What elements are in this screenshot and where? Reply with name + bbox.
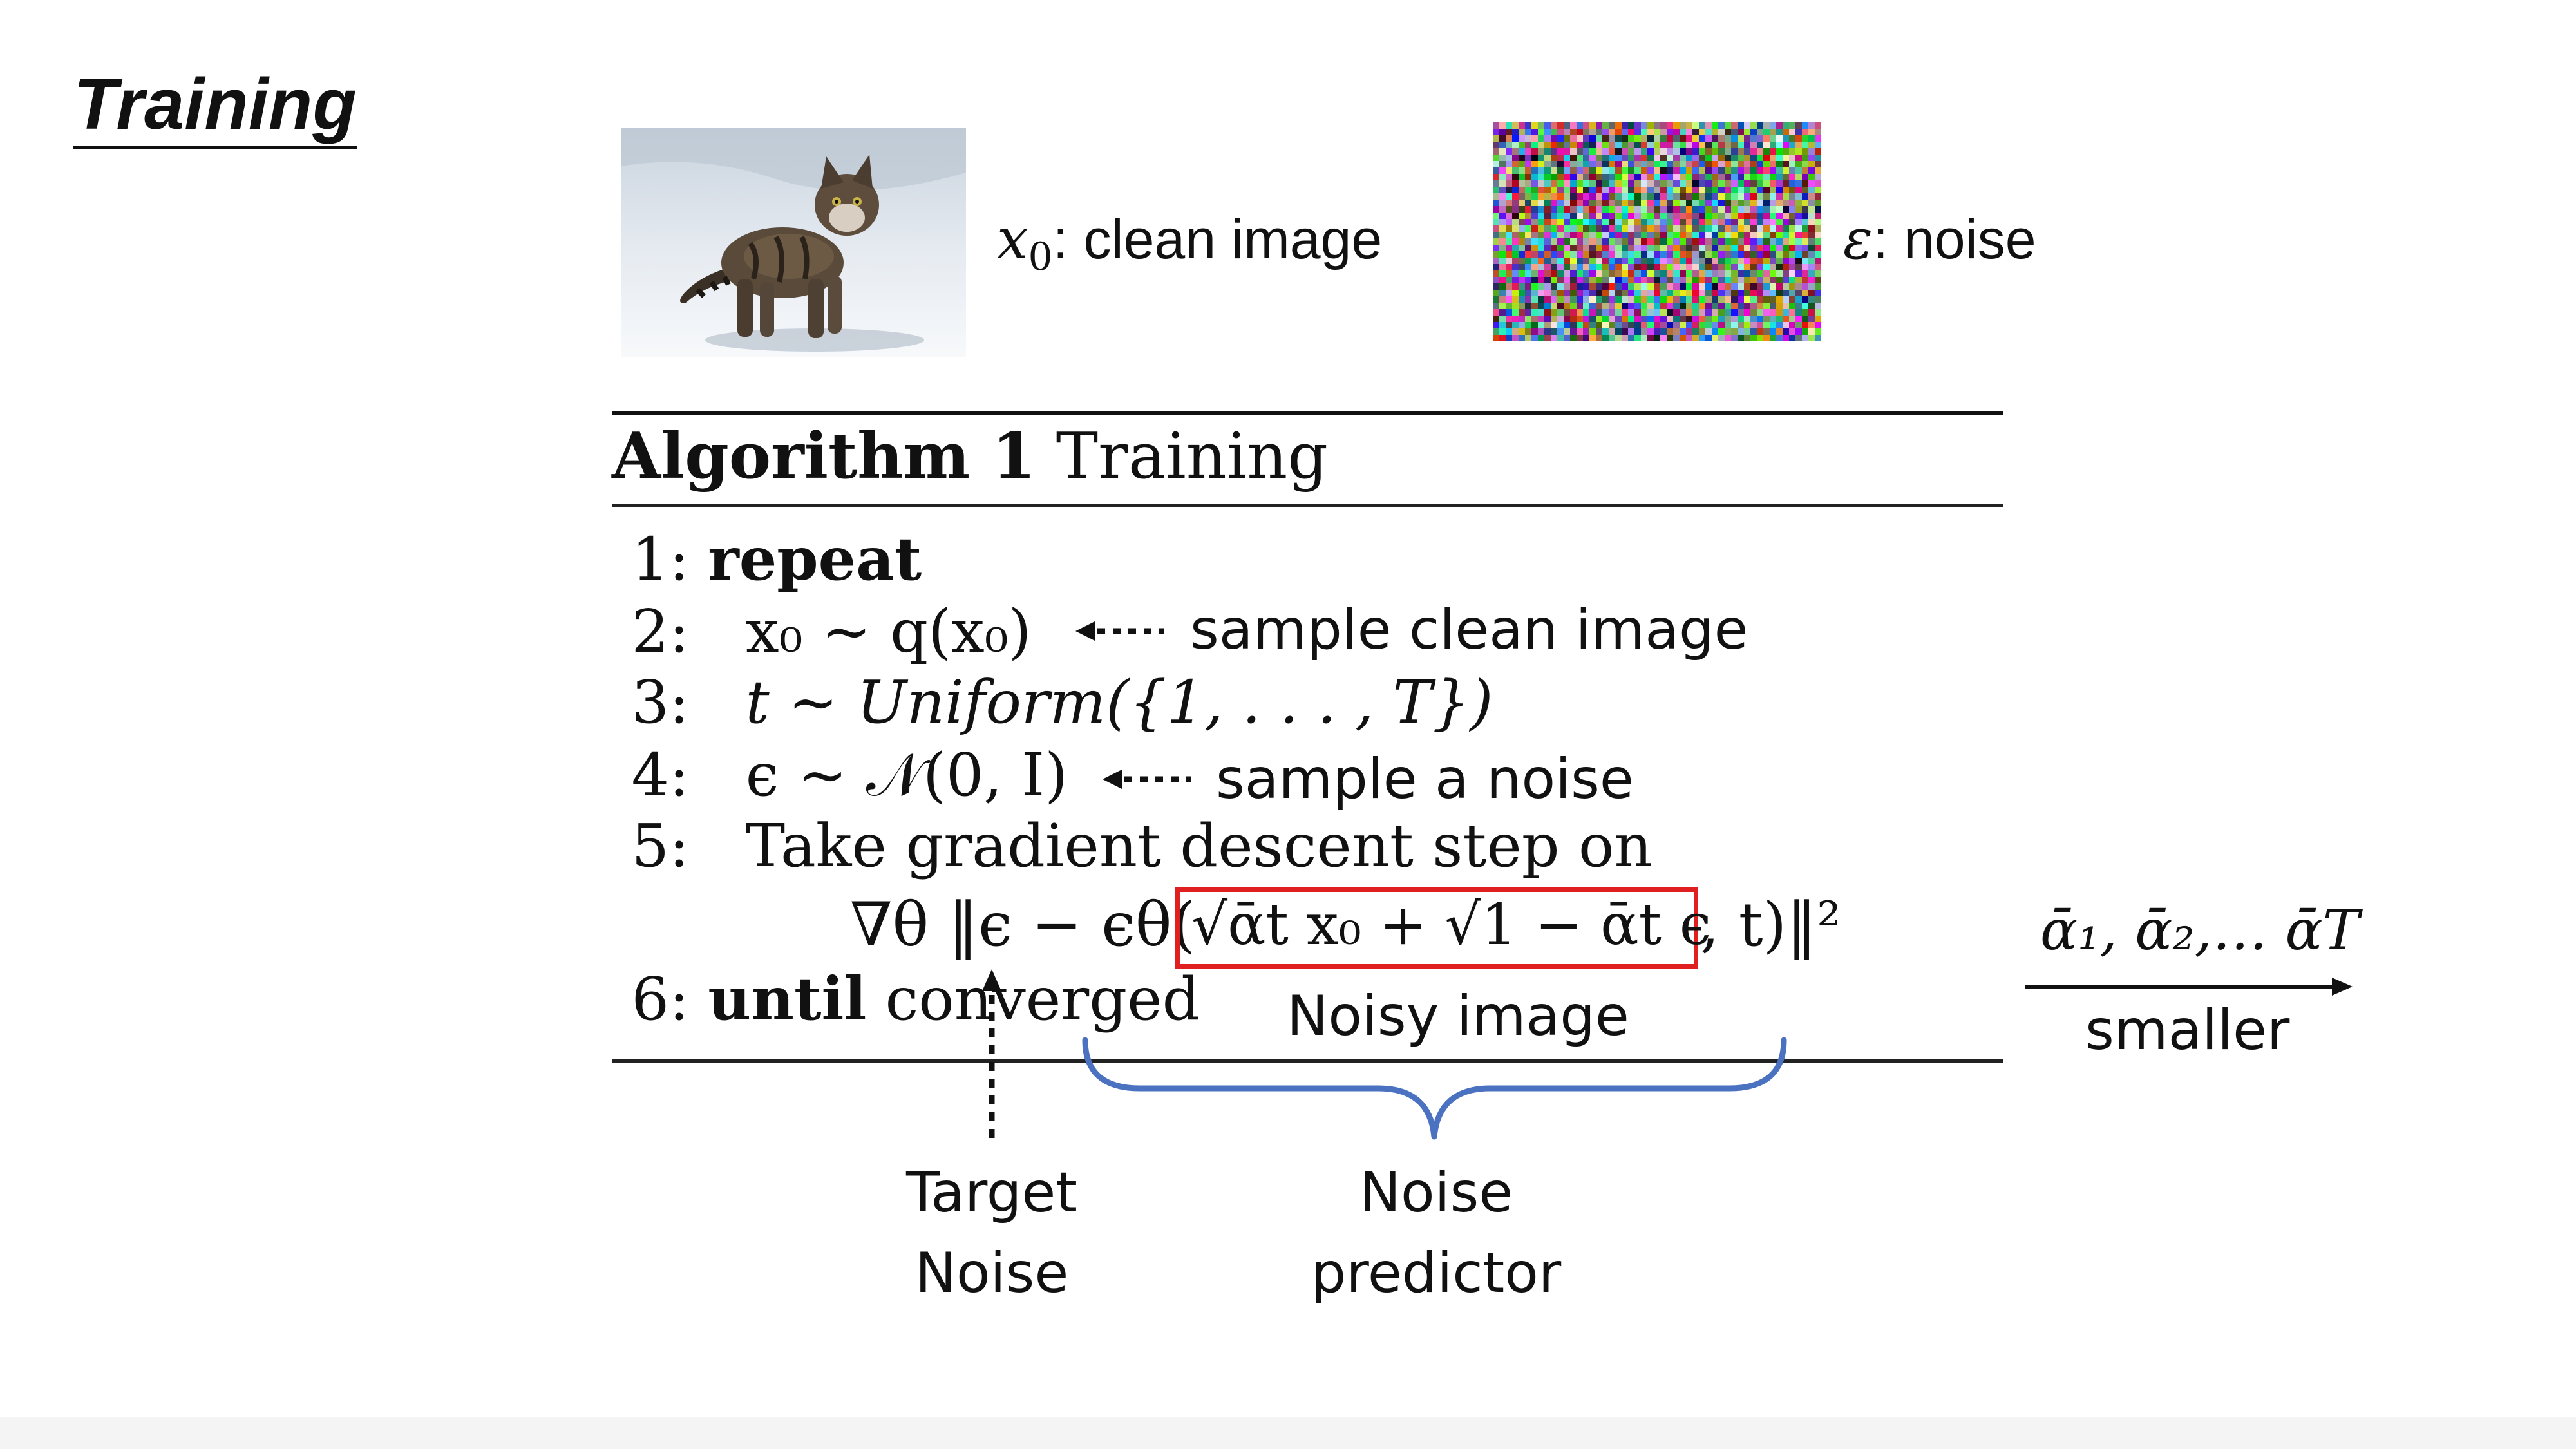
algorithm-top-rule [612, 411, 2003, 415]
noise-predictor-line-1: Noise [1359, 1160, 1513, 1225]
target-noise-arrow [976, 969, 1008, 1143]
algorithm-heading: Algorithm 1 Training [612, 419, 1328, 493]
noise-predictor-brace [1082, 1037, 1787, 1140]
loss-formula-boxed: √ᾱt x₀ + √1 − ᾱt ϵ [1191, 891, 1712, 958]
noisy-image-label: Noisy image [1287, 984, 1629, 1048]
algorithm-line-4: 4: ϵ ∼ 𝒩(0, I) [631, 741, 1068, 810]
sample-noise-label: sample a noise [1216, 747, 1634, 811]
algorithm-line-1: 1: repeat [631, 524, 922, 594]
algorithm-line-6: 6: until converged [631, 964, 1200, 1034]
slide-title: Training [73, 64, 357, 150]
algorithm-line-2: 2: x₀ ∼ q(x₀) [631, 597, 1032, 666]
algorithm-bottom-rule [612, 1059, 2003, 1063]
target-noise-label: Target Noise [882, 1153, 1101, 1313]
noise-predictor-label: Noise predictor [1307, 1153, 1565, 1313]
noise-label: ε: noise [1843, 207, 2036, 272]
loss-formula-left: ∇θ ‖ϵ − ϵθ( [850, 890, 1196, 960]
clean-image-label: x0: clean image [997, 207, 1383, 280]
slide-bottom-band [0, 1417, 2576, 1449]
alpha-sequence-label: ᾱ₁, ᾱ₂,… ᾱT [2040, 898, 2360, 963]
algorithm-line-5: 5: Take gradient descent step on [631, 811, 1653, 880]
loss-formula-right: , t)‖² [1700, 890, 1841, 960]
cat-image [621, 128, 966, 357]
sample-noise-arrow [1103, 763, 1193, 795]
algorithm-line-3: 3: t ∼ Uniform({1, . . . , T}) [631, 668, 1493, 737]
noise-predictor-line-2: predictor [1311, 1240, 1562, 1305]
sample-clean-label: sample clean image [1190, 598, 1748, 662]
algorithm-mid-rule [612, 504, 2003, 507]
noise-image [1493, 122, 1821, 341]
noisy-image-highlight-box [1175, 887, 1698, 969]
sample-clean-arrow [1075, 615, 1166, 647]
smaller-label: smaller [2085, 998, 2290, 1063]
smaller-arrow [2025, 974, 2354, 999]
target-noise-line-1: Target [905, 1160, 1078, 1225]
target-noise-line-2: Noise [914, 1240, 1069, 1305]
